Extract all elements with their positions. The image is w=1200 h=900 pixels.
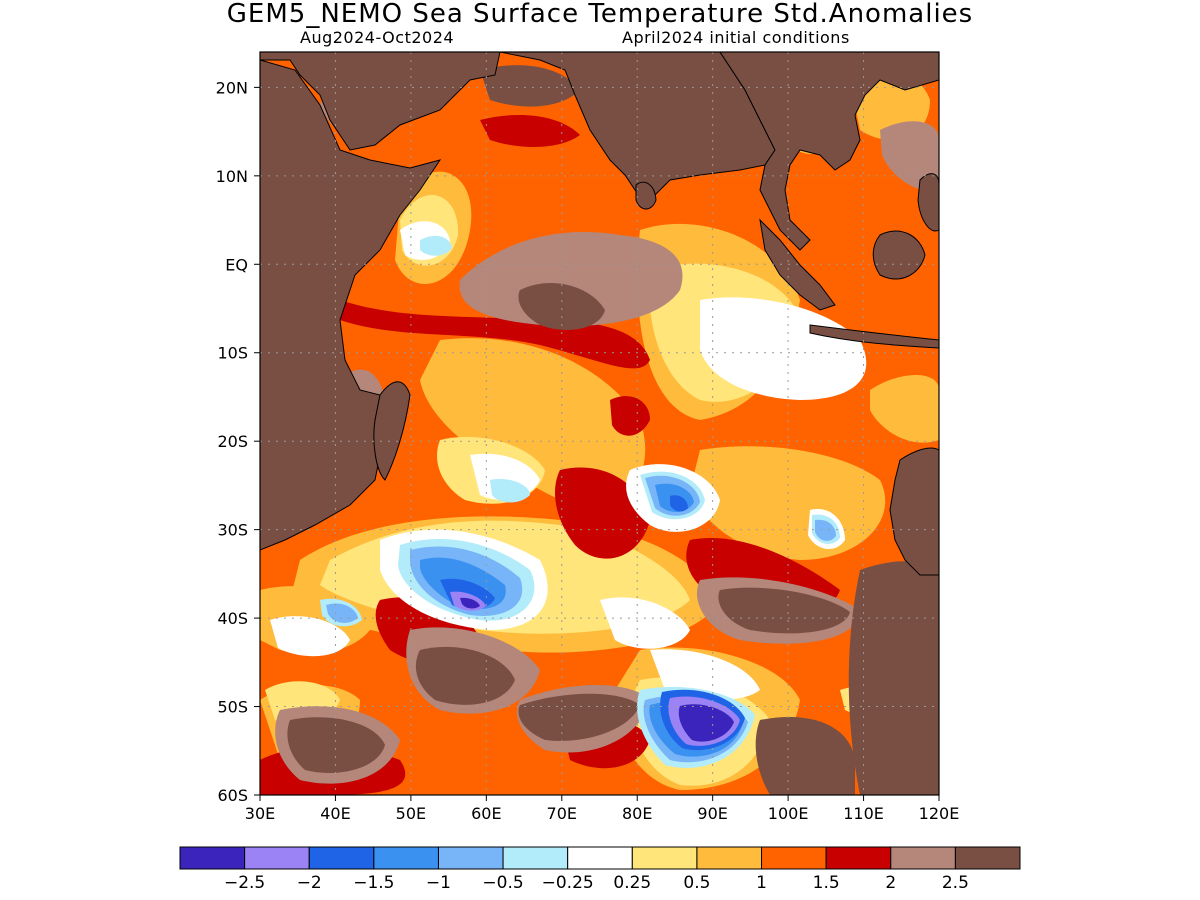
colorbar-label: 2 [885,873,896,893]
colorbar-label: −2 [297,873,322,893]
colorbar: −2.5 −2 −1.5 −1 −0.5 −0.25 0.25 0.5 1 1.5 2 2.5 [179,846,1021,893]
land-masses [260,52,939,576]
colorbar-swatch [761,846,827,870]
lat-tick-label: 50S [217,698,248,717]
colorbar-label: −0.5 [482,873,523,893]
anomaly-field-cool [270,221,867,768]
map-grid [260,52,939,795]
lon-tick-label: 80E [622,804,652,823]
lon-tick-label: 90E [697,804,727,823]
colorbar-label: −0.25 [542,873,594,893]
lon-tick-label: 30E [245,804,275,823]
lat-tick-label: EQ [225,255,248,274]
colorbar-swatch [631,846,698,870]
lat-tick-label: 30S [217,521,248,540]
colorbar-swatch [437,846,504,870]
colorbar-label: −1.5 [353,873,394,893]
lon-tick-label: 110E [843,804,884,823]
colorbar-swatch [567,846,633,870]
colorbar-label: 2.5 [942,873,969,893]
lon-tick-label: 70E [547,804,577,823]
chart-title: GEM5_NEMO Sea Surface Temperature Std.An… [226,0,974,29]
lat-tick-label: 20S [217,432,248,451]
colorbar-swatch [244,846,310,870]
forecast-period: Aug2024-Oct2024 [300,28,455,47]
initial-conditions: April2024 initial conditions [622,28,850,47]
colorbar-label: 0.25 [613,873,651,893]
colorbar-label: −2.5 [224,873,265,893]
colorbar-label: 0.5 [683,873,710,893]
lon-tick-label: 100E [768,804,809,823]
colorbar-label: 1 [756,873,767,893]
lat-tick-label: 60S [217,786,248,805]
lon-tick-label: 60E [471,804,501,823]
lat-tick-label: 10S [217,344,248,363]
colorbar-swatch [179,846,246,870]
anomaly-field-gt-2.5 [287,65,939,795]
colorbar-swatch [502,846,569,870]
lon-tick-label: 50E [396,804,426,823]
lat-tick-label: 40S [217,609,248,628]
lat-tick-label: 10N [216,167,248,186]
lat-tick-label: 20N [216,78,248,97]
colorbar-swatch [373,846,439,870]
colorbar-swatch [308,846,375,870]
plot-frame [259,51,940,796]
lon-tick-label: 40E [320,804,350,823]
colorbar-label: −1 [426,873,451,893]
colorbar-swatch [825,846,892,870]
map-plot-area [260,52,939,795]
colorbar-swatch [954,846,1021,870]
lon-tick-label: 120E [919,804,960,823]
colorbar-label: 1.5 [813,873,840,893]
colorbar-swatch [696,846,763,870]
colorbar-swatch [890,846,956,870]
